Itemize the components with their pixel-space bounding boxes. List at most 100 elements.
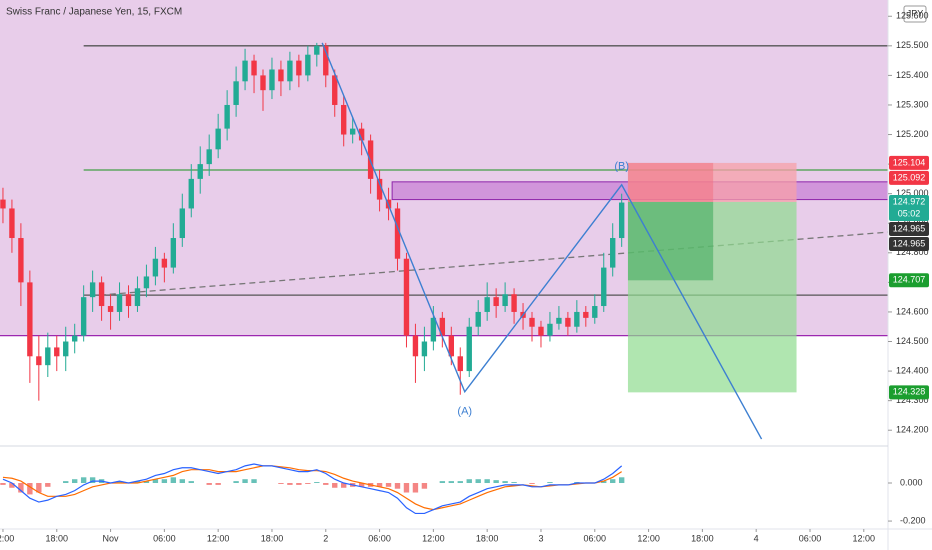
candle-body	[107, 306, 114, 312]
x-tick-label: 3	[538, 533, 543, 543]
candle-body	[511, 294, 517, 312]
candle-body	[260, 75, 266, 91]
histogram-bar	[358, 483, 365, 487]
x-tick-label: 18:00	[45, 533, 68, 543]
countdown-label: 05:02	[898, 208, 921, 218]
y-tick-label: 125.000	[896, 188, 929, 198]
currency-label[interactable]: JPY	[907, 8, 924, 18]
candle-body	[394, 208, 401, 259]
candle-body	[538, 326, 544, 336]
histogram-bar	[63, 481, 69, 484]
y-tick-label: 124.500	[896, 336, 929, 346]
candle-body	[98, 282, 105, 307]
candle-body	[376, 178, 383, 200]
y-tick-label: 124.200	[896, 425, 929, 435]
y-tick-label: 125.500	[896, 40, 929, 50]
histogram-bar	[439, 481, 446, 484]
histogram-bar	[296, 483, 302, 485]
x-tick-label: 12:00	[0, 533, 14, 543]
histogram-bar	[610, 479, 616, 484]
histogram-bar	[36, 483, 42, 493]
currency-button[interactable]	[903, 5, 927, 23]
candle-body	[403, 258, 410, 336]
candle-body	[224, 104, 230, 129]
candle-body	[36, 356, 42, 366]
histogram-bar	[394, 483, 401, 489]
histogram-bar	[618, 477, 625, 484]
histogram-bar	[376, 483, 383, 487]
candle-body	[80, 297, 87, 336]
histogram-bar	[385, 483, 392, 487]
candle-body	[45, 347, 51, 366]
candle-body	[565, 317, 571, 327]
candle-body	[439, 317, 446, 336]
candle-body	[143, 276, 150, 289]
candle-body	[27, 282, 33, 357]
indicator-tick-label: 0.000	[900, 477, 923, 487]
candle-body	[358, 128, 365, 141]
x-tick-label: 18:00	[476, 533, 499, 543]
candle-body	[152, 258, 159, 277]
x-tick-label: 12:00	[207, 533, 230, 543]
candle-body	[179, 208, 185, 239]
histogram-bar	[323, 483, 329, 485]
wave-label: (A)	[457, 406, 472, 418]
candle-body	[592, 306, 598, 318]
candle-body	[475, 311, 481, 327]
candle-body	[242, 60, 248, 82]
y-tick-label: 124.400	[896, 365, 929, 375]
candle-body	[430, 317, 437, 342]
histogram-bar	[143, 481, 150, 484]
candle-body	[574, 311, 580, 327]
x-tick-label: 4	[754, 533, 759, 543]
candle-body	[457, 356, 463, 372]
histogram-bar	[529, 483, 535, 484]
histogram-bar	[332, 483, 338, 488]
stop-zone-active	[627, 162, 714, 202]
candle-body	[484, 297, 490, 312]
x-tick-label: 06:00	[153, 533, 176, 543]
histogram-bar	[206, 483, 212, 485]
candle-body	[412, 335, 419, 357]
x-tick-label: 18:00	[691, 533, 714, 543]
candle-body	[529, 317, 535, 327]
histogram-bar	[314, 482, 320, 484]
histogram-bar	[475, 479, 481, 484]
histogram-bar	[45, 483, 51, 487]
candle-body	[9, 208, 15, 239]
candle-body	[610, 238, 616, 268]
price-tag-label: 124.972	[893, 196, 926, 206]
histogram-bar	[188, 481, 194, 484]
histogram-bar	[493, 480, 499, 484]
histogram-bar	[0, 483, 6, 485]
histogram-bar	[116, 481, 123, 484]
price-tag	[889, 155, 929, 170]
candle-body	[116, 294, 123, 312]
histogram-bar	[403, 483, 410, 493]
candle-body	[134, 288, 141, 307]
candle-body	[54, 347, 60, 357]
candle-body	[601, 267, 607, 307]
x-tick-label: 12:00	[853, 533, 876, 543]
histogram-bar	[242, 479, 248, 484]
candle-body	[332, 75, 338, 105]
y-tick-label: 125.400	[896, 70, 929, 80]
candle-body	[161, 258, 168, 268]
candle-body	[0, 199, 6, 209]
price-tag	[889, 385, 929, 400]
histogram-bar	[412, 483, 419, 493]
candle-body	[349, 128, 356, 135]
candle-body	[323, 45, 329, 76]
candle-body	[314, 45, 320, 55]
y-tick-label: 124.600	[896, 306, 929, 316]
candle-body	[215, 128, 221, 150]
price-tag-label: 125.104	[893, 157, 926, 167]
histogram-bar	[18, 483, 24, 493]
candle-body	[63, 341, 69, 357]
x-tick-label: 2	[323, 533, 328, 543]
histogram-bar	[457, 481, 463, 484]
candle-body	[251, 60, 257, 76]
x-tick-label: 06:00	[799, 533, 822, 543]
candle-body	[287, 60, 293, 82]
